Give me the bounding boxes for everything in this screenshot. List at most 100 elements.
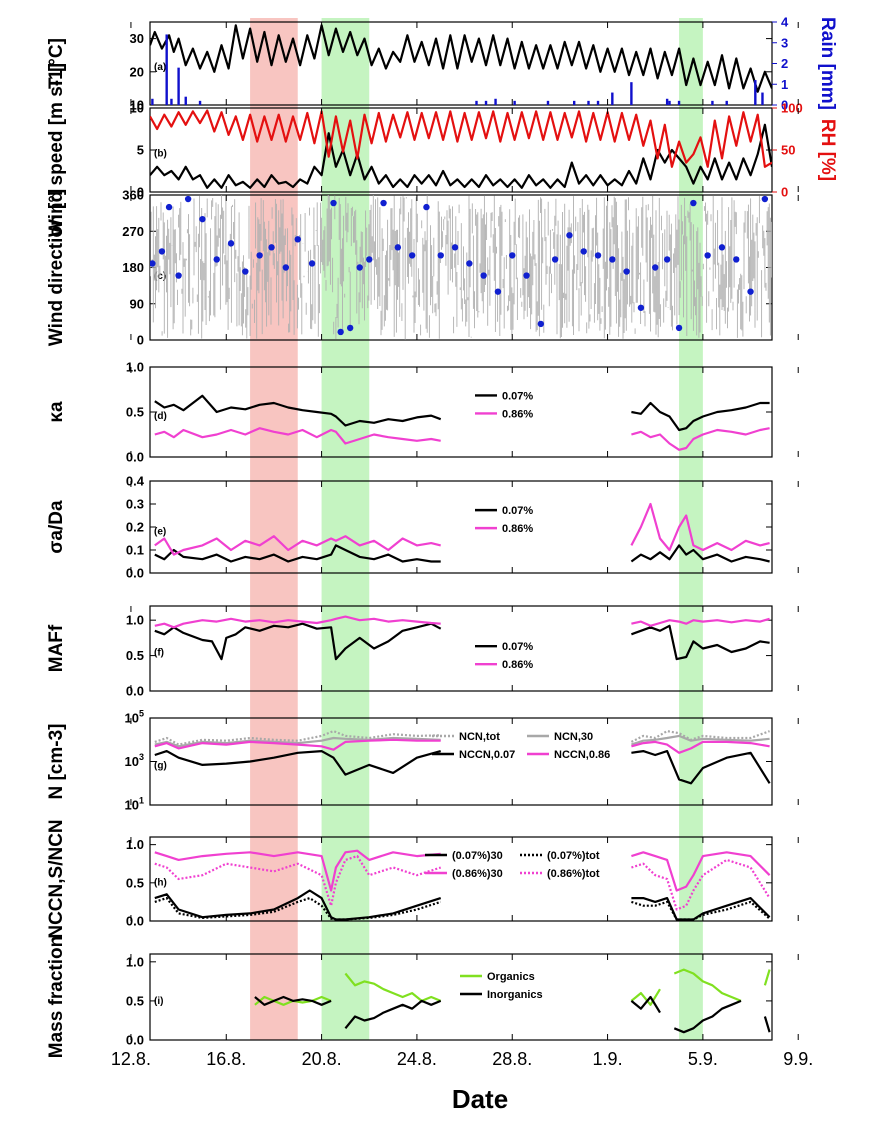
series-line-1 xyxy=(150,109,772,168)
y-tick-label: 1.0 xyxy=(126,837,144,852)
scatter-point xyxy=(175,272,182,279)
panel-label: (i) xyxy=(154,996,163,1007)
x-tick-label: 28.8. xyxy=(492,1049,532,1069)
y-axis-title: N [cm-3] xyxy=(46,723,67,799)
x-tick-label: 16.8. xyxy=(206,1049,246,1069)
rain-bar xyxy=(546,100,550,105)
panel-c: 0 90 180 270 360 Wind direction [°] (c) xyxy=(46,188,773,348)
legend-label: NCCN,0.86 xyxy=(554,749,610,761)
series-line-1 xyxy=(154,615,770,629)
y-tick-label: 0.5 xyxy=(126,648,144,663)
series-group xyxy=(154,394,770,451)
panel-label: (a) xyxy=(154,62,166,73)
panel-label: (g) xyxy=(154,760,167,771)
legend-label: NCN,tot xyxy=(459,731,500,743)
scatter-point xyxy=(623,268,630,275)
rain-bar xyxy=(754,80,757,105)
y-axis-title: T [°C] xyxy=(46,38,67,89)
scatter-point xyxy=(637,304,645,311)
scatter-point xyxy=(308,260,316,267)
y-tick-label: 0.1 xyxy=(126,543,144,558)
panel-frame xyxy=(149,21,773,106)
legend-label: 0.86% xyxy=(502,659,533,671)
y-tick-label: 101 xyxy=(125,796,144,813)
scatter-point xyxy=(690,199,697,207)
legend-label: Inorganics xyxy=(487,989,543,1001)
series-line-0 xyxy=(150,24,772,93)
rain-bar xyxy=(665,98,669,105)
scatter-point xyxy=(408,252,416,259)
y-right-tick-label: 0 xyxy=(781,185,788,200)
scatter-point xyxy=(380,199,387,207)
y-tick-label: 0.0 xyxy=(126,914,144,929)
x-axis: 12.8. 16.8. 20.8. 24.8. 28.8. 1.9. 5.9. 9.9. xyxy=(111,22,813,1069)
rain-bar xyxy=(484,100,488,105)
legend-label: (0.86%)tot xyxy=(547,868,600,880)
rain-bar xyxy=(668,100,671,105)
legend-label: (0.86%)30 xyxy=(452,868,503,880)
panel-label: (h) xyxy=(154,878,167,889)
series-line-0 xyxy=(150,123,772,189)
y-tick-label: 0 xyxy=(137,333,144,348)
series-group xyxy=(150,24,772,105)
x-tick-label: 12.8. xyxy=(111,1049,151,1069)
y-right-tick-label: 50 xyxy=(781,143,795,158)
rain-bar xyxy=(198,100,202,105)
panel-g: 101 103 105 N [cm-3] (g) NCN,tot NCN,30 NCCN,0.… xyxy=(46,709,773,813)
series-line-1 xyxy=(154,897,771,921)
wind-direction-trace xyxy=(150,195,772,340)
legend-label: (0.07%)30 xyxy=(452,850,503,862)
y-tick-label: 0 xyxy=(137,185,144,200)
scatter-point xyxy=(466,260,473,267)
panel-label: (b) xyxy=(154,149,167,160)
scatter-point xyxy=(451,244,459,251)
scatter-point xyxy=(394,244,402,251)
y-axis-title: NCCN,S/NCN xyxy=(46,819,67,938)
series-group xyxy=(154,502,770,563)
scatter-point xyxy=(747,288,754,295)
x-tick-label: 1.9. xyxy=(593,1049,623,1069)
y-tick-label: 0.5 xyxy=(126,993,144,1008)
series-line-1 xyxy=(154,502,770,556)
panel-i: 0.0 0.5 1.0 Mass fraction (i) Organics Inorgan… xyxy=(46,936,773,1058)
panel-label: (c) xyxy=(154,271,166,282)
series-line-0 xyxy=(154,394,770,432)
scatter-point xyxy=(366,256,373,263)
rain-bar xyxy=(513,100,516,105)
rain-bar xyxy=(475,100,478,105)
panel-d: 0.0 0.5 1.0 κa (d) 0.07% 0.86% xyxy=(46,360,773,465)
y-tick-label: 5 xyxy=(137,143,144,158)
scatter-point xyxy=(537,320,545,328)
scatter-point xyxy=(184,195,192,203)
rain-bar xyxy=(165,34,168,105)
panel-frame xyxy=(149,836,773,922)
series-group xyxy=(150,195,772,340)
rain-bar xyxy=(596,100,600,105)
scatter-point xyxy=(704,252,711,259)
rain-bar xyxy=(587,100,590,105)
series-line-3 xyxy=(154,738,770,754)
legend-label: NCCN,0.07 xyxy=(459,749,515,761)
rain-bar xyxy=(494,98,497,105)
y-tick-label: 0.0 xyxy=(126,450,144,465)
y-tick-label: 360 xyxy=(122,188,144,203)
legend-label: 0.86% xyxy=(502,408,533,420)
legend-label: 0.07% xyxy=(502,505,533,517)
scatter-point xyxy=(523,272,530,279)
y-tick-label: 30 xyxy=(130,31,144,46)
rain-bar xyxy=(677,100,681,105)
panel-e: 0.0 0.1 0.2 0.3 0.4 σa/Da (e) 0.07% 0.86% xyxy=(46,474,773,581)
y-axis-title: Wind direction [°] xyxy=(46,189,67,346)
scatter-point xyxy=(294,236,301,243)
y-right-tick-label: 100 xyxy=(781,101,803,116)
scatter-point xyxy=(423,203,430,211)
y-axis-title: σa/Da xyxy=(46,500,67,554)
panel-h: 0.0 0.5 1.0 NCCN,S/NCN (h) (0.07%)30 (0.07%)to… xyxy=(46,819,773,939)
legend-label: (0.07%)tot xyxy=(547,850,600,862)
scatter-point xyxy=(480,272,487,279)
scatter-point xyxy=(346,324,354,332)
panel-frame xyxy=(149,107,773,193)
scatter-point xyxy=(494,288,502,295)
series-line-0 xyxy=(154,889,771,921)
